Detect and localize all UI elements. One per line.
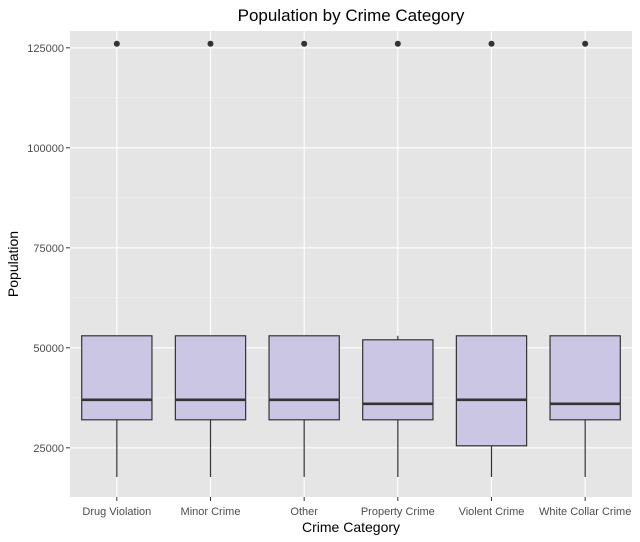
iqr-box xyxy=(81,335,153,421)
box-drug-violation xyxy=(81,40,153,477)
outlier-point xyxy=(113,40,120,47)
x-axis: Drug Violation Minor Crime Other Property C… xyxy=(82,497,631,518)
box-other xyxy=(268,40,340,477)
iqr-box xyxy=(549,335,621,421)
outlier-point xyxy=(207,40,214,47)
box-minor-crime xyxy=(174,40,247,477)
chart-title: Population by Crime Category xyxy=(238,6,465,25)
y-tick-label: 100000 xyxy=(27,143,64,155)
x-tick-label: Other xyxy=(290,506,318,518)
x-tick-label: Violent Crime xyxy=(459,506,525,518)
y-tick-label: 125000 xyxy=(27,43,64,55)
iqr-box xyxy=(174,335,247,421)
y-axis: 25000 50000 75000 100000 125000 xyxy=(27,43,70,455)
iqr-box xyxy=(268,335,340,421)
plot-panel xyxy=(70,31,632,497)
box-violent-crime xyxy=(455,40,528,477)
outlier-point xyxy=(394,40,401,47)
x-tick-label: Property Crime xyxy=(361,506,435,518)
boxes-layer xyxy=(81,40,621,477)
x-tick-label: White Collar Crime xyxy=(539,506,631,518)
minor-gridlines xyxy=(70,97,632,399)
y-axis-title: Population xyxy=(5,231,21,297)
x-tick-label: Drug Violation xyxy=(82,506,151,518)
y-tick-label: 50000 xyxy=(33,343,64,355)
x-tick-label: Minor Crime xyxy=(181,506,241,518)
outlier-point xyxy=(488,40,495,47)
box-property-crime xyxy=(362,40,434,477)
y-tick-label: 25000 xyxy=(33,443,64,455)
iqr-box xyxy=(362,339,434,421)
box-white-collar-crime xyxy=(549,40,621,477)
x-axis-title: Crime Category xyxy=(302,519,400,535)
y-tick-label: 75000 xyxy=(33,243,64,255)
outlier-point xyxy=(301,40,308,47)
iqr-box xyxy=(455,335,528,447)
outlier-point xyxy=(582,40,589,47)
